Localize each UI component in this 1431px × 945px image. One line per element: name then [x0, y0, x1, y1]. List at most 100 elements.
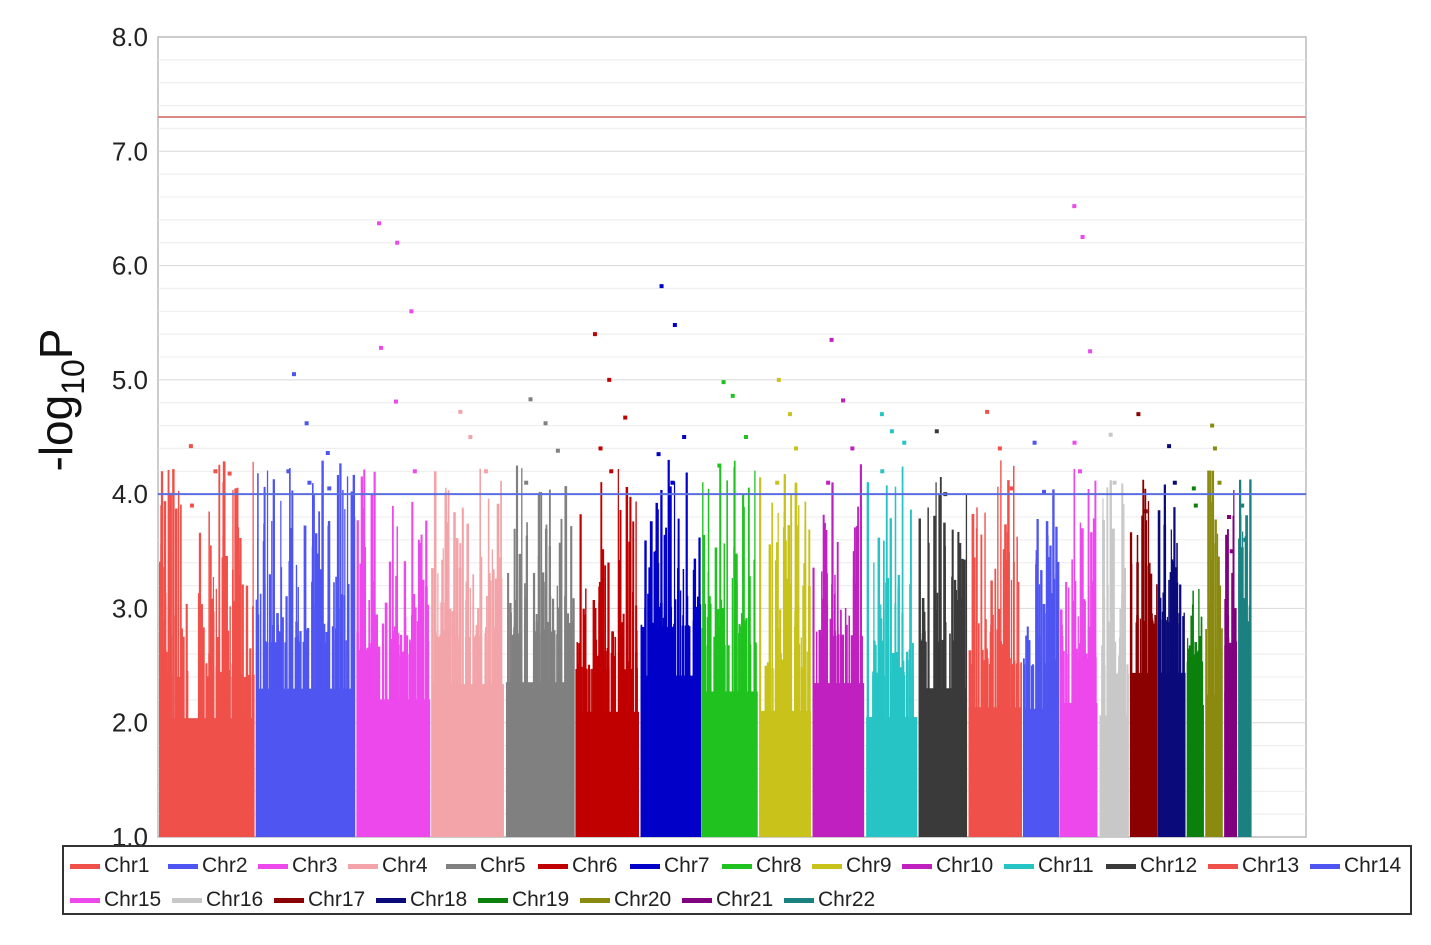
legend-item-chr14: Chr14: [1310, 851, 1401, 881]
legend-swatch: [258, 863, 288, 869]
legend-item-chr18: Chr18: [376, 885, 467, 915]
top-point: [393, 399, 398, 404]
top-point: [880, 469, 885, 474]
top-point: [1229, 549, 1234, 554]
legend-swatch: [784, 897, 814, 903]
top-point: [1009, 486, 1014, 491]
legend-swatch: [902, 863, 932, 869]
legend-swatch: [70, 863, 100, 869]
series-chr22: [1238, 479, 1252, 837]
point-band-fill: [968, 707, 1022, 837]
y-tick-label: 7.0: [112, 136, 148, 166]
point-band-fill: [505, 682, 574, 837]
series-chr1: [159, 444, 255, 837]
y-tick-label: 3.0: [112, 593, 148, 623]
series-chr19: [1186, 486, 1204, 837]
top-point: [730, 393, 735, 398]
top-point: [1210, 423, 1215, 428]
top-point: [291, 372, 296, 377]
legend-label: Chr7: [664, 854, 710, 877]
legend: Chr1 Chr2 Chr3 Chr4 Chr5 Chr6 Chr7 Chr8 Chr9 Chr1…: [62, 845, 1412, 915]
top-point: [379, 345, 384, 350]
top-point: [1078, 469, 1083, 474]
y-tick-label: 8.0: [112, 22, 148, 52]
top-point: [775, 480, 780, 485]
top-point: [902, 440, 907, 445]
legend-swatch: [274, 897, 304, 903]
series-chr20: [1205, 423, 1223, 837]
top-point: [592, 332, 597, 337]
top-point: [1167, 444, 1172, 449]
top-point: [743, 435, 748, 439]
point-band-fill: [1205, 694, 1223, 837]
point-band-fill: [1130, 672, 1157, 837]
top-point: [1108, 432, 1113, 437]
top-point: [1072, 204, 1077, 209]
point-band-fill: [256, 688, 355, 837]
manhattan-plot: 1.0 2.0 3.0 4.0 5.0 6.0 7.0 8.0 -log10P: [30, 22, 1307, 845]
y-tick-label: 1.0: [112, 822, 148, 845]
top-point: [793, 446, 798, 451]
data-points: [159, 204, 1252, 837]
top-point: [841, 398, 846, 403]
y-tick-label: 2.0: [112, 708, 148, 738]
legend-label: Chr22: [818, 888, 876, 911]
y-axis-label: -log10P: [30, 329, 91, 472]
top-point: [1191, 486, 1196, 491]
legend-swatch: [1004, 863, 1034, 869]
series-chr7: [640, 284, 702, 837]
top-point: [659, 284, 664, 289]
series-chr15: [1059, 204, 1098, 837]
top-point: [458, 409, 463, 414]
top-point: [377, 221, 382, 226]
legend-swatch: [376, 897, 406, 903]
legend-item-chr8: Chr8: [722, 851, 802, 881]
legend-label: Chr21: [716, 888, 774, 911]
legend-swatch: [1208, 863, 1238, 869]
legend-label: Chr10: [936, 854, 994, 877]
top-point: [468, 435, 473, 439]
top-point: [829, 337, 834, 342]
top-point: [1172, 480, 1177, 485]
legend-item-chr6: Chr6: [538, 851, 618, 881]
series-chr6: [575, 332, 640, 837]
top-point: [528, 397, 533, 402]
top-point: [286, 469, 291, 474]
legend-label: Chr3: [292, 854, 338, 877]
legend-item-chr4: Chr4: [348, 851, 428, 881]
top-point: [227, 471, 232, 476]
legend-label: Chr20: [614, 888, 672, 911]
top-point: [555, 448, 560, 453]
top-point: [1042, 489, 1047, 494]
legend-label: Chr17: [308, 888, 366, 911]
point-band-fill: [1099, 715, 1129, 837]
top-point: [1032, 440, 1037, 445]
legend-swatch: [1310, 863, 1340, 869]
top-point: [670, 480, 675, 485]
top-point: [598, 446, 603, 451]
top-point: [307, 480, 312, 485]
legend-item-chr16: Chr16: [172, 885, 263, 915]
y-tick-label: 6.0: [112, 251, 148, 281]
point-band-fill: [1224, 691, 1237, 837]
legend-label: Chr14: [1344, 854, 1402, 877]
top-point: [304, 421, 309, 426]
top-point: [672, 323, 677, 327]
series-chr5: [505, 397, 575, 837]
y-tick-label: 5.0: [112, 365, 148, 395]
top-point: [1227, 515, 1232, 519]
top-point: [1072, 440, 1077, 445]
top-point: [483, 469, 488, 474]
point-band-fill: [759, 710, 811, 837]
series-chr10: [812, 337, 865, 837]
top-point: [934, 429, 939, 434]
top-point: [682, 435, 687, 439]
top-point: [213, 469, 218, 474]
legend-label: Chr19: [512, 888, 570, 911]
legend-item-chr10: Chr10: [902, 851, 993, 881]
legend-item-chr20: Chr20: [580, 885, 671, 915]
top-point: [1136, 412, 1141, 417]
legend-swatch: [172, 897, 202, 903]
legend-label: Chr11: [1038, 854, 1094, 877]
legend-swatch: [348, 863, 378, 869]
